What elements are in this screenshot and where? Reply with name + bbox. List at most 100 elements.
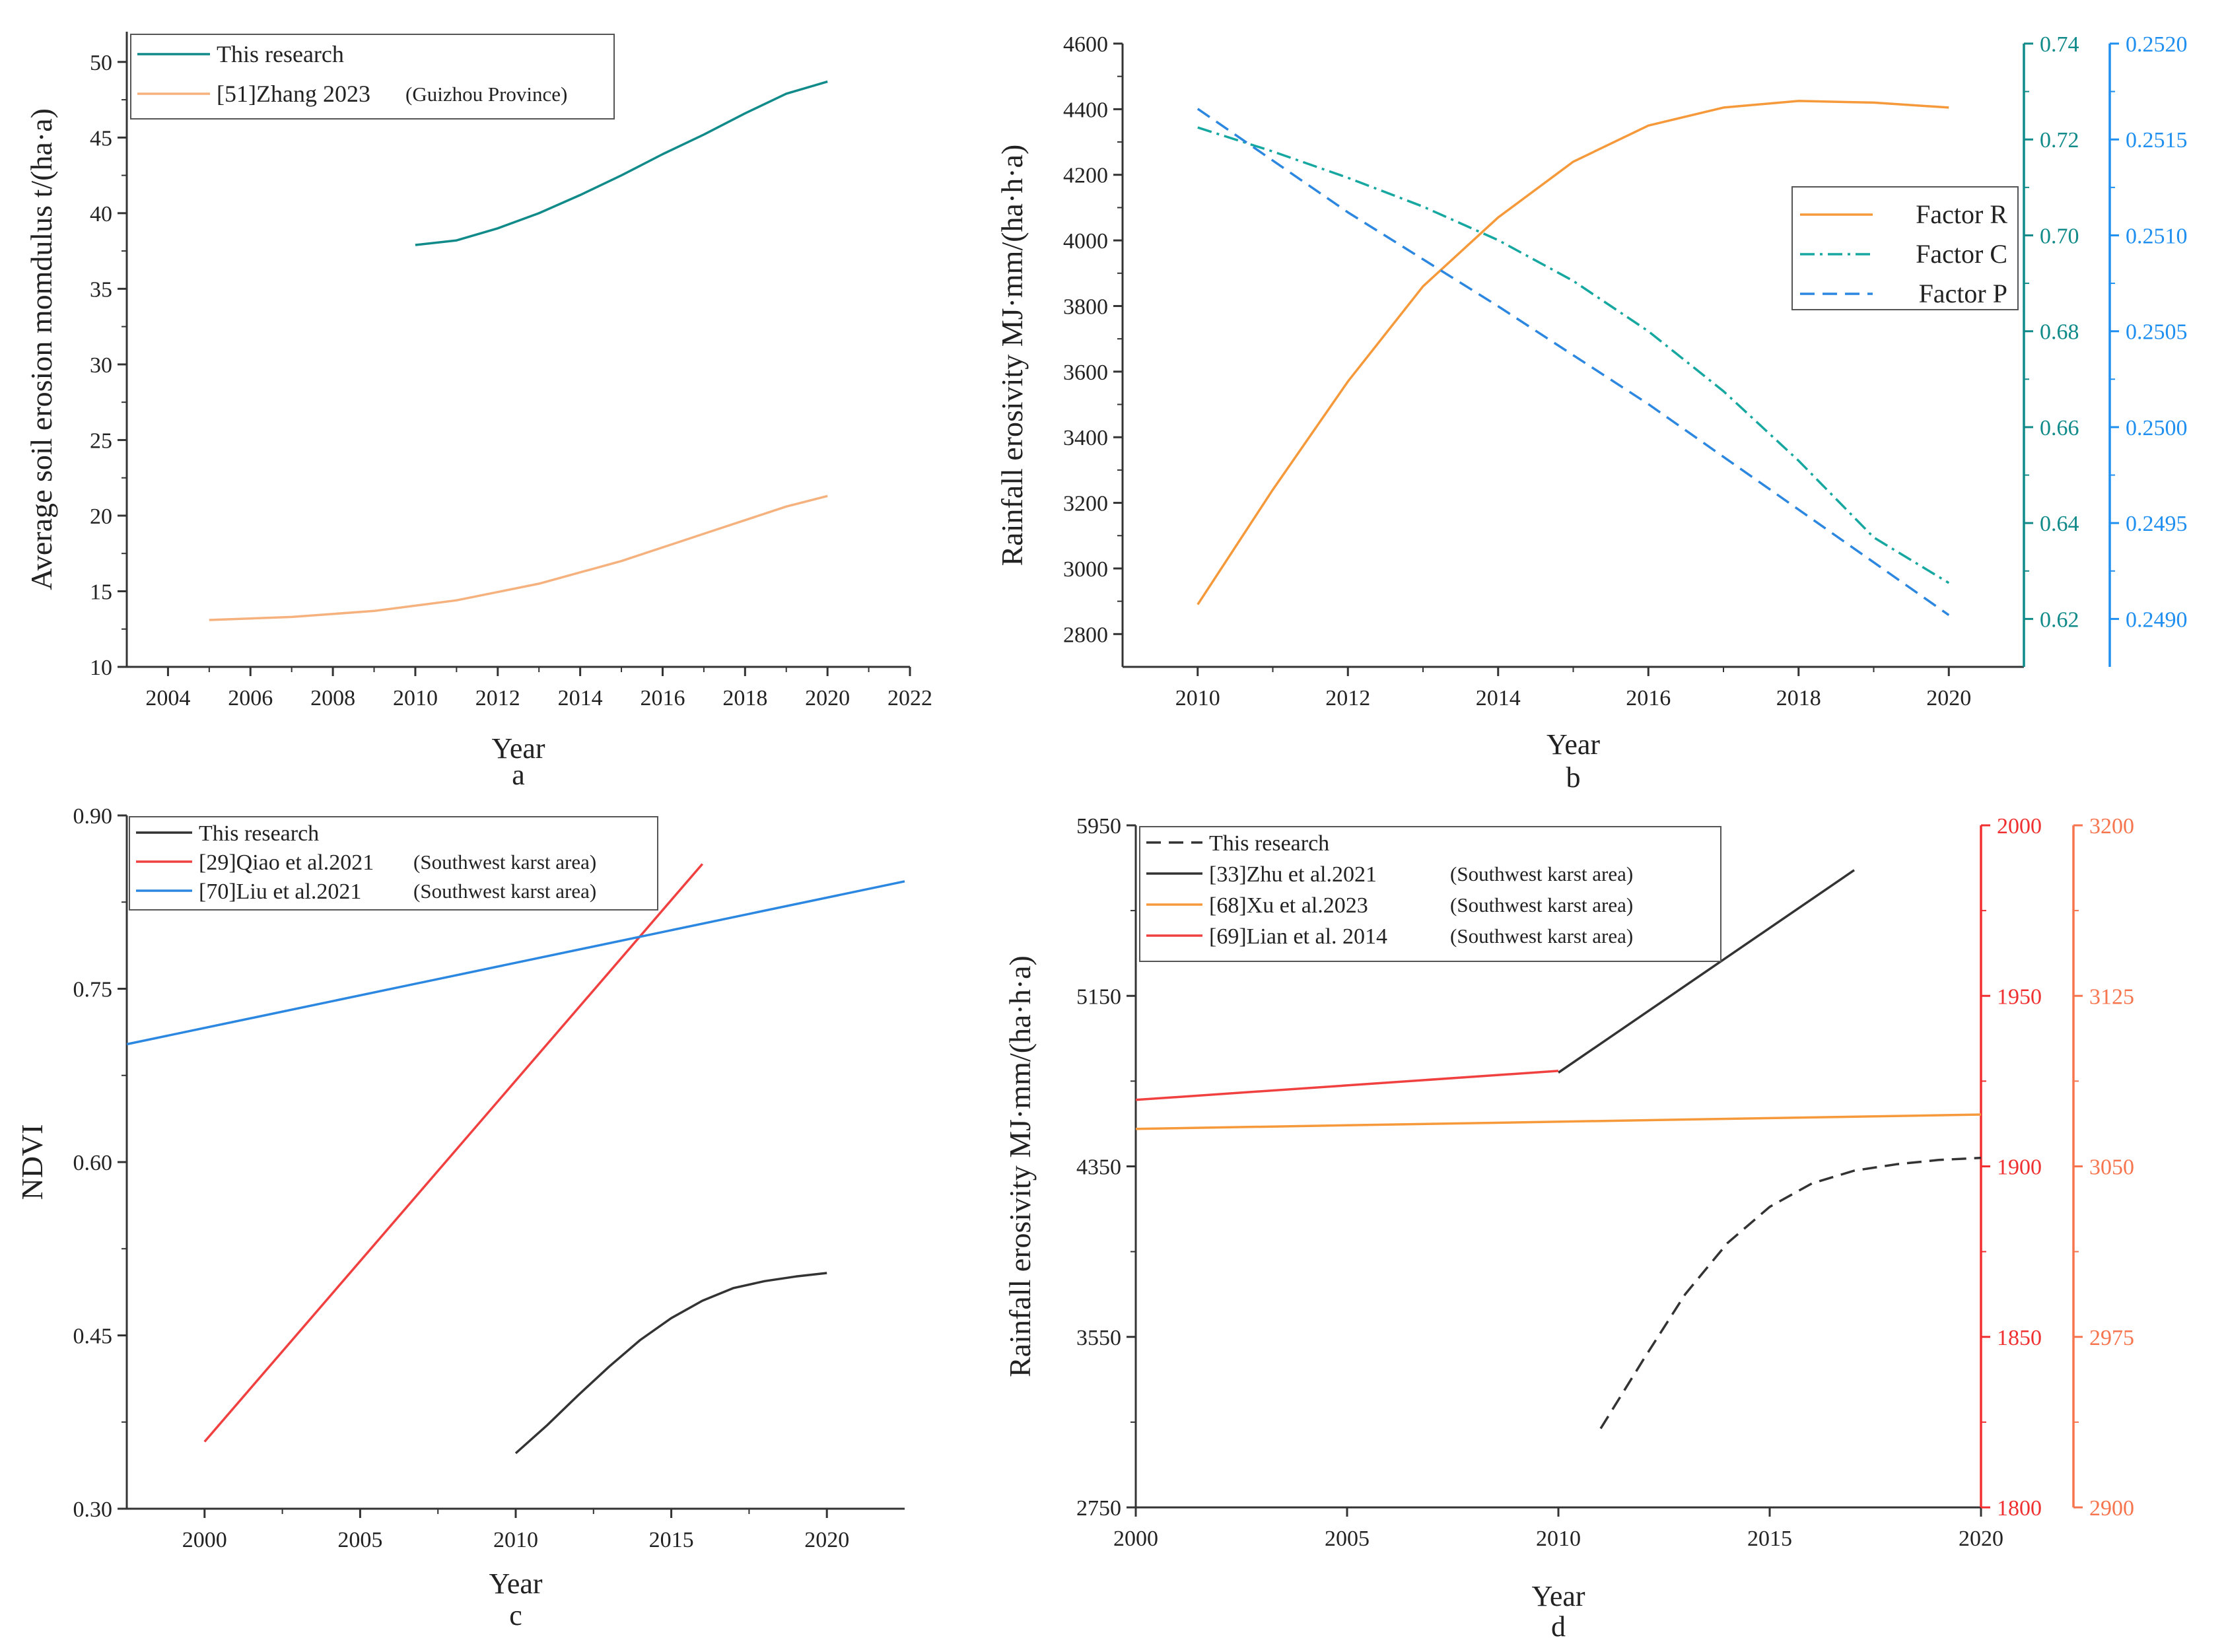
y-tick-label: 4000 (1063, 229, 1108, 254)
y-tick-label: 10 (90, 656, 112, 680)
secondary-y-tick-label: 3125 (2089, 984, 2134, 1009)
y-tick-label: 5150 (1076, 984, 1121, 1009)
x-tick-label: 2020 (1959, 1527, 2003, 1551)
secondary-y-tick-label: 0.2495 (2126, 512, 2188, 536)
y-tick-label: 0.60 (73, 1151, 113, 1175)
y-tick-label: 3400 (1063, 426, 1108, 450)
secondary-y-tick-label: 3200 (2089, 814, 2134, 839)
x-tick-label: 2016 (640, 686, 685, 710)
y-tick-label: 0.90 (73, 804, 113, 829)
x-tick-label: 2016 (1626, 686, 1671, 710)
secondary-y-tick-label: 0.62 (2040, 607, 2079, 632)
x-tick-label: 2015 (1747, 1527, 1792, 1551)
x-tick-label: 2014 (1476, 686, 1521, 710)
y-tick-label: 0.75 (73, 978, 113, 1002)
legend-label: Factor R (1916, 199, 2007, 229)
series-line (1197, 100, 1949, 605)
panel-label: a (512, 759, 525, 791)
secondary-y-tick-label: 0.74 (2040, 32, 2079, 57)
secondary-y-tick-label: 1950 (1997, 984, 2042, 1009)
series-line (1197, 126, 1950, 584)
legend-box (1139, 826, 1721, 962)
panel-a: 2004 2006 2008 2010 2012 2014 2016 2018 2020 2022… (24, 32, 932, 791)
y-tick-label: 25 (90, 429, 112, 453)
x-tick-label: 2010 (1536, 1527, 1581, 1551)
x-tick-label: 2006 (228, 686, 273, 710)
y-tick-label: 3200 (1063, 492, 1108, 516)
series-line (1135, 1113, 1982, 1130)
x-tick-label: 2005 (1325, 1527, 1370, 1551)
y-tick-label: 0.30 (73, 1497, 113, 1522)
legend-source-note: (Southwest karst area) (1450, 924, 1633, 947)
x-axis-title: Year (1546, 728, 1600, 761)
panel-label: b (1566, 761, 1581, 794)
y-tick-label: 40 (90, 202, 112, 226)
secondary-y-tick-label: 0.2500 (2126, 416, 2188, 440)
y-tick-label: 4400 (1063, 98, 1108, 122)
secondary-y-tick-label: 3050 (2089, 1155, 2134, 1180)
legend-source-note: (Southwest karst area) (1450, 862, 1633, 885)
secondary-y-tick-label: 2900 (2089, 1496, 2134, 1521)
legend-label: [51]Zhang 2023 (217, 81, 370, 107)
panel-c: 2000 2005 2010 2015 2020 0.30 0.45 0.60 0.75 0.90… (15, 804, 905, 1632)
legend-box (129, 816, 658, 911)
series-line (209, 495, 828, 621)
legend-label: [70]Liu et al.2021 (199, 879, 361, 904)
legend: This research [29]Qiao et al.2021 (Southwe… (129, 816, 658, 911)
legend: This research [51]Zhang 2023 (Guizhou Prov… (130, 34, 615, 120)
y-axis-title: Average soil erosion momdulus t/(ha·a) (24, 108, 58, 590)
legend: Factor R Factor C Factor P (1791, 186, 2019, 310)
x-tick-label: 2005 (337, 1528, 382, 1552)
series-line (1558, 869, 1855, 1074)
y-tick-label: 3550 (1076, 1326, 1121, 1350)
legend-source-note: (Southwest karst area) (413, 850, 596, 874)
secondary-y-tick-label: 2975 (2089, 1326, 2134, 1350)
x-tick-label: 2012 (475, 686, 520, 710)
x-tick-label: 2020 (804, 1528, 849, 1552)
x-tick-label: 2010 (1175, 686, 1220, 710)
secondary-y-tick-label: 0.70 (2040, 224, 2079, 248)
panel-d: 2000 2005 2010 2015 2020 2750 3550 4350 5150 5950… (1003, 814, 2134, 1643)
panel-label: c (509, 1599, 522, 1632)
legend-box (1791, 186, 2019, 310)
series-line (415, 80, 828, 246)
y-tick-label: 50 (90, 51, 112, 75)
x-tick-label: 2000 (182, 1528, 227, 1552)
y-tick-label: 3800 (1063, 294, 1108, 319)
x-tick-label: 2010 (393, 686, 438, 710)
y-tick-label: 3000 (1063, 557, 1108, 582)
series-line (203, 863, 704, 1443)
series-line (1135, 1070, 1559, 1101)
y-tick-label: 0.45 (73, 1325, 113, 1349)
secondary-y-tick-label: 2000 (1997, 814, 2042, 839)
legend-box (130, 34, 615, 120)
secondary-y-tick-label: 0.66 (2040, 416, 2079, 440)
x-tick-label: 2020 (1926, 686, 1971, 710)
legend-label: [29]Qiao et al.2021 (199, 850, 374, 875)
legend-label: Factor P (1919, 279, 2007, 308)
legend-label: [33]Zhu et al.2021 (1209, 862, 1377, 887)
y-tick-label: 2800 (1063, 623, 1108, 647)
secondary-y-tick-label: 1900 (1997, 1155, 2042, 1180)
legend-source-note: (Guizhou Province) (405, 83, 567, 106)
x-axis-title: Year (489, 1567, 542, 1600)
series-line (1197, 108, 1950, 617)
series-line (126, 880, 905, 1046)
y-tick-label: 5950 (1076, 814, 1121, 839)
y-tick-label: 15 (90, 580, 112, 604)
panel-b: 2010 2012 2014 2016 2018 2020 2800 3000 3200 3400… (995, 32, 2188, 794)
x-tick-label: 2018 (1776, 686, 1821, 710)
series-line (514, 1272, 827, 1455)
y-tick-label: 2750 (1076, 1496, 1121, 1521)
x-tick-label: 2014 (558, 686, 603, 710)
y-axis-title: NDVI (15, 1124, 49, 1200)
secondary-y-tick-label: 0.2515 (2126, 128, 2188, 153)
legend-source-note: (Southwest karst area) (413, 879, 596, 903)
secondary-y-tick-label: 0.2490 (2126, 607, 2188, 632)
y-tick-label: 4200 (1063, 164, 1108, 188)
y-tick-label: 20 (90, 504, 112, 529)
secondary-y-tick-label: 1800 (1997, 1496, 2042, 1521)
legend-label: This research (217, 41, 344, 67)
secondary-y-tick-label: 1850 (1997, 1326, 2042, 1350)
